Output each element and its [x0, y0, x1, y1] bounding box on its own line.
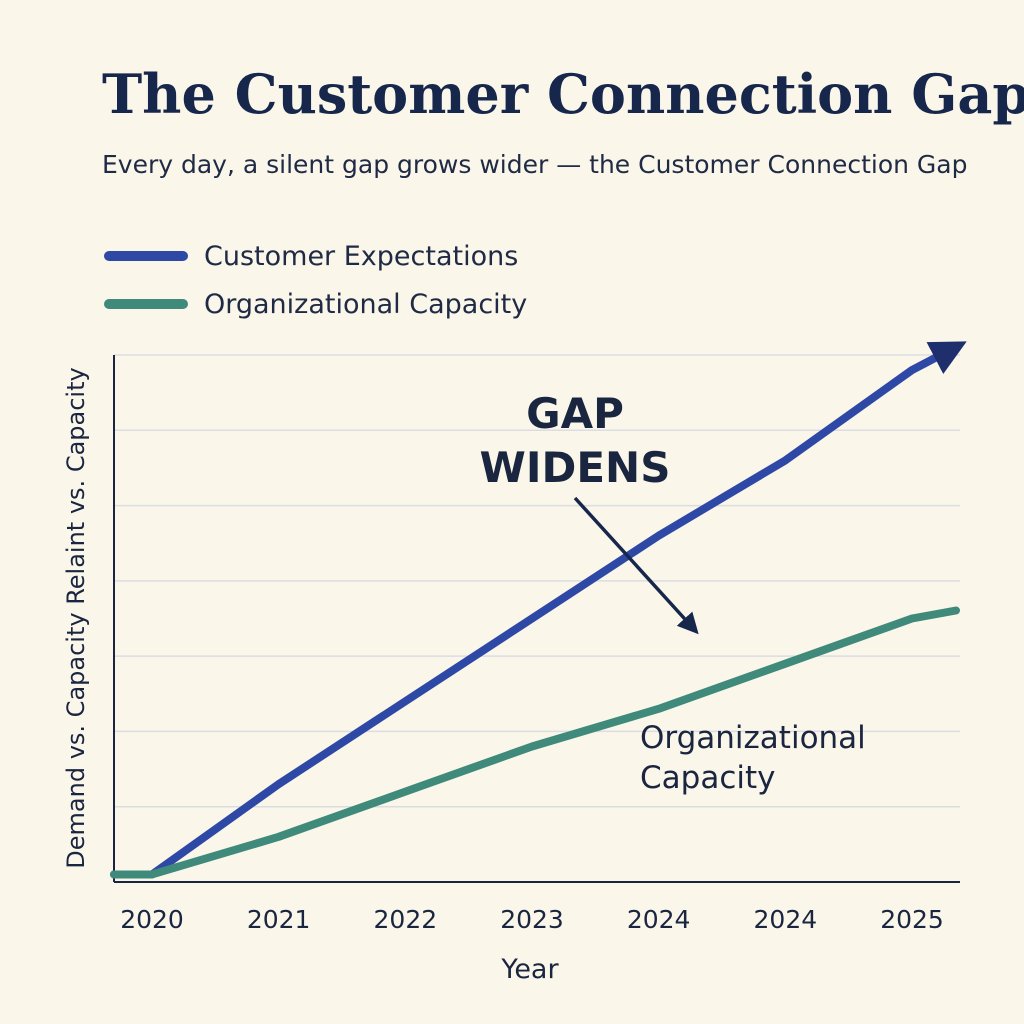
legend-swatch-capacity: [104, 299, 188, 309]
x-tick-label: 2022: [374, 905, 438, 934]
legend-item-expectations: Customer Expectations: [104, 232, 527, 280]
series-lines: [110, 341, 967, 879]
gap-label-line-1: GAP: [526, 389, 624, 438]
y-axis-label: Demand vs. Capacity Relaint vs. Capacity: [62, 367, 90, 868]
capacity-annotation-line-2: Capacity: [640, 760, 775, 796]
x-tick-label: 2024: [627, 905, 691, 934]
series-line-capacity: [110, 606, 960, 879]
legend-label-capacity: Organizational Capacity: [204, 288, 528, 320]
legend-swatch-expectations: [104, 251, 188, 261]
capacity-annotation-line-1: Organizational: [640, 720, 866, 756]
x-tick-label: 2020: [120, 905, 184, 934]
chart-title: The Customer Connection Gap: [102, 62, 1024, 126]
x-tick-label: 2024: [754, 905, 818, 934]
series-line-expectations: [110, 341, 967, 879]
x-tick-label: 2025: [880, 905, 944, 934]
x-tick-labels: 2020 2021 2022 2023 2024 2024 2025: [120, 905, 944, 934]
x-tick-label: 2021: [247, 905, 311, 934]
legend-item-capacity: Organizational Capacity: [104, 280, 527, 328]
x-axis-label: Year: [500, 954, 559, 985]
legend: Customer Expectations Organizational Cap…: [104, 232, 527, 328]
grid-lines: [114, 354, 960, 808]
gap-label-line-2: WIDENS: [480, 443, 671, 492]
x-tick-label: 2023: [500, 905, 564, 934]
chart-subtitle: Every day, a silent gap grows wider — th…: [102, 150, 968, 179]
gap-arrow: [573, 496, 699, 635]
legend-label-expectations: Customer Expectations: [204, 240, 519, 272]
